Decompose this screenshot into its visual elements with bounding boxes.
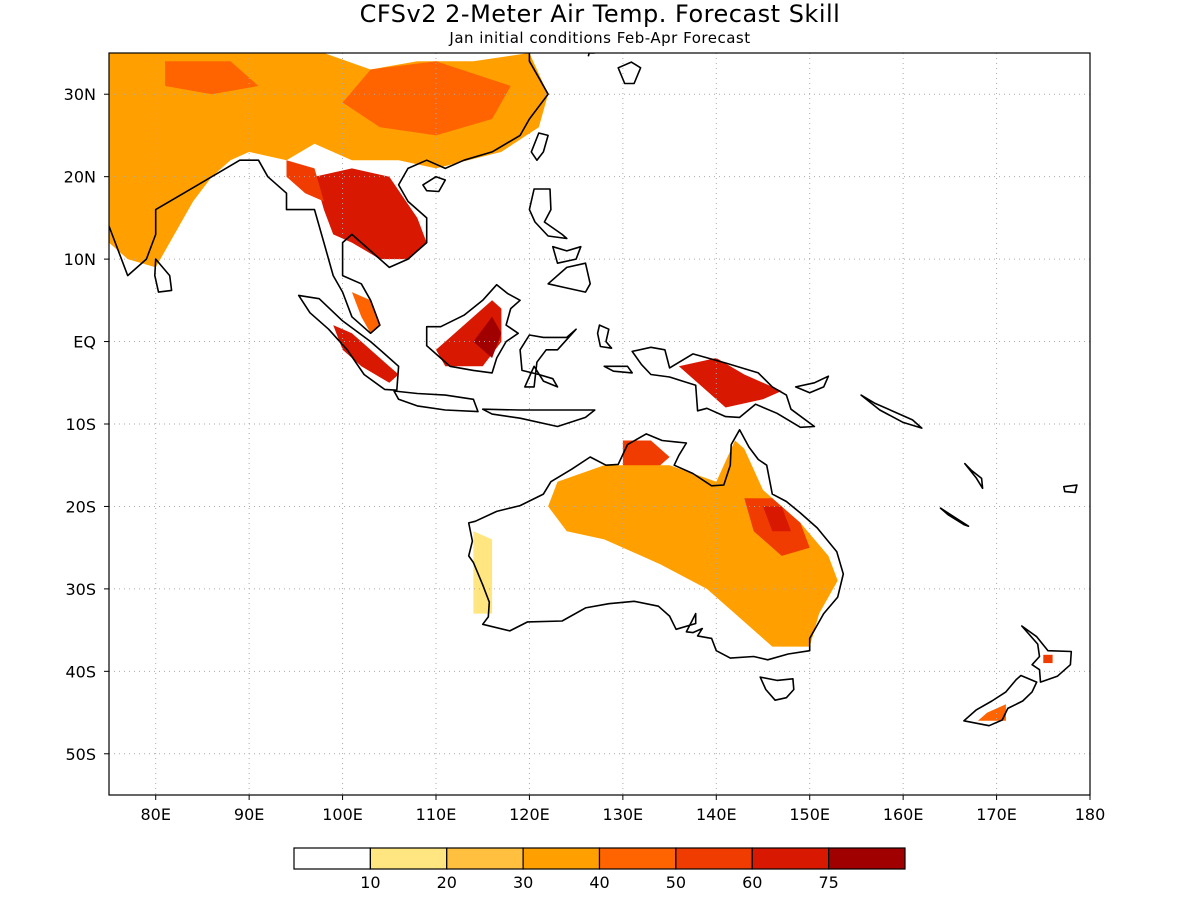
colorbar-label: 40 [589,873,609,892]
y-tick-label: EQ [73,333,96,352]
chart-title: CFSv2 2-Meter Air Temp. Forecast Skill [359,0,841,28]
skill-region-australia-north [548,440,838,647]
coastline-borneo [425,283,521,374]
coastline-sulawesi [519,328,577,388]
coastline-visayas [551,245,582,265]
x-tick-label: 170E [976,805,1017,824]
x-tick-labels: 80E 90E 100E 110E 120E 130E 140E 150E 160E 170E 18… [140,795,1105,824]
coastline-seram [603,365,634,374]
colorbar-label: 30 [513,873,533,892]
x-tick-label: 140E [696,805,737,824]
skill-region-australia-west [473,531,493,614]
coastline-nz-north [1020,625,1073,683]
y-tick-label: 30S [65,580,96,599]
coastline-solomons [860,394,923,429]
y-tick-label: 20S [65,497,96,516]
skill-region-china-core [342,61,511,136]
coastline-lesser-sunda [481,408,596,428]
gridlines [109,53,1090,795]
coastline-sumatra [297,294,400,392]
x-tick-label: 80E [140,805,170,824]
colorbar-label: 50 [666,873,686,892]
skill-region-borneo-core [473,316,502,358]
coastline-luzon [528,188,568,240]
skill-region-indochina [314,168,427,260]
coastlines [109,53,1078,727]
skill-region-nz-north [1043,654,1053,664]
y-tick-label: 30N [64,85,96,104]
skill-region-malaya [351,292,380,334]
skill-layer [109,53,1053,721]
skill-region-nz-south [977,704,1006,721]
colorbar-label: 75 [818,873,838,892]
coastline-nz-south [963,674,1038,727]
coastline-java [393,390,479,413]
y-tick-label: 10N [64,250,96,269]
colorbar-swatch [293,847,371,870]
x-tick-label: 180 [1075,805,1106,824]
colorbar-swatch [446,847,524,870]
skill-region-tibet-hot [165,61,259,95]
x-tick-label: 90E [234,805,264,824]
colorbar: 10 20 30 40 50 60 75 [293,847,906,892]
skill-region-burma-west [286,160,324,202]
y-tick-label: 40S [65,662,96,681]
y-tick-labels: 30N 20N 10N EQ 10S 20S 30S 40S 50S [64,85,109,764]
skill-region-queensland-core [763,506,791,532]
coastline-sri-lanka [154,258,173,293]
colorbar-label: 10 [360,873,380,892]
skill-region-sumatra [333,325,399,383]
colorbar-swatch [751,847,830,870]
x-tick-label: 160E [883,805,924,824]
colorbar-swatch [598,847,677,870]
x-tick-label: 150E [789,805,830,824]
coastline-hainan [422,175,447,193]
coastline-new-britain [794,375,830,394]
x-tick-label: 110E [416,805,457,824]
x-tick-label: 130E [603,805,644,824]
y-tick-label: 20N [64,168,96,187]
colorbar-swatch [828,847,906,870]
x-tick-label: 120E [509,805,550,824]
colorbar-swatch [522,847,601,870]
x-tick-label: 100E [322,805,363,824]
coastline-new-caledonia [939,507,970,528]
chart-subtitle: Jan initial conditions Feb-Apr Forecast [449,29,751,47]
colorbar-label: 20 [437,873,457,892]
coastline-tasmania [759,676,795,702]
colorbar-swatch [675,847,753,870]
coastline-mindanao [547,262,592,293]
y-tick-label: 50S [65,745,96,764]
coastline-vanuatu [963,462,984,490]
coastline-australia [467,428,845,661]
colorbar-swatch [369,847,448,870]
coastline-halmahera [596,324,613,350]
coastline-taiwan [530,132,549,161]
coastline-fiji [1063,484,1078,494]
coastline-new-guinea [631,346,816,429]
y-tick-label: 10S [65,415,96,434]
skill-region-new-guinea [678,358,782,408]
colorbar-label: 60 [742,873,762,892]
coastline-japan [617,61,642,85]
coastline-asia-mainland [109,53,549,335]
coastline-korea [587,53,595,57]
